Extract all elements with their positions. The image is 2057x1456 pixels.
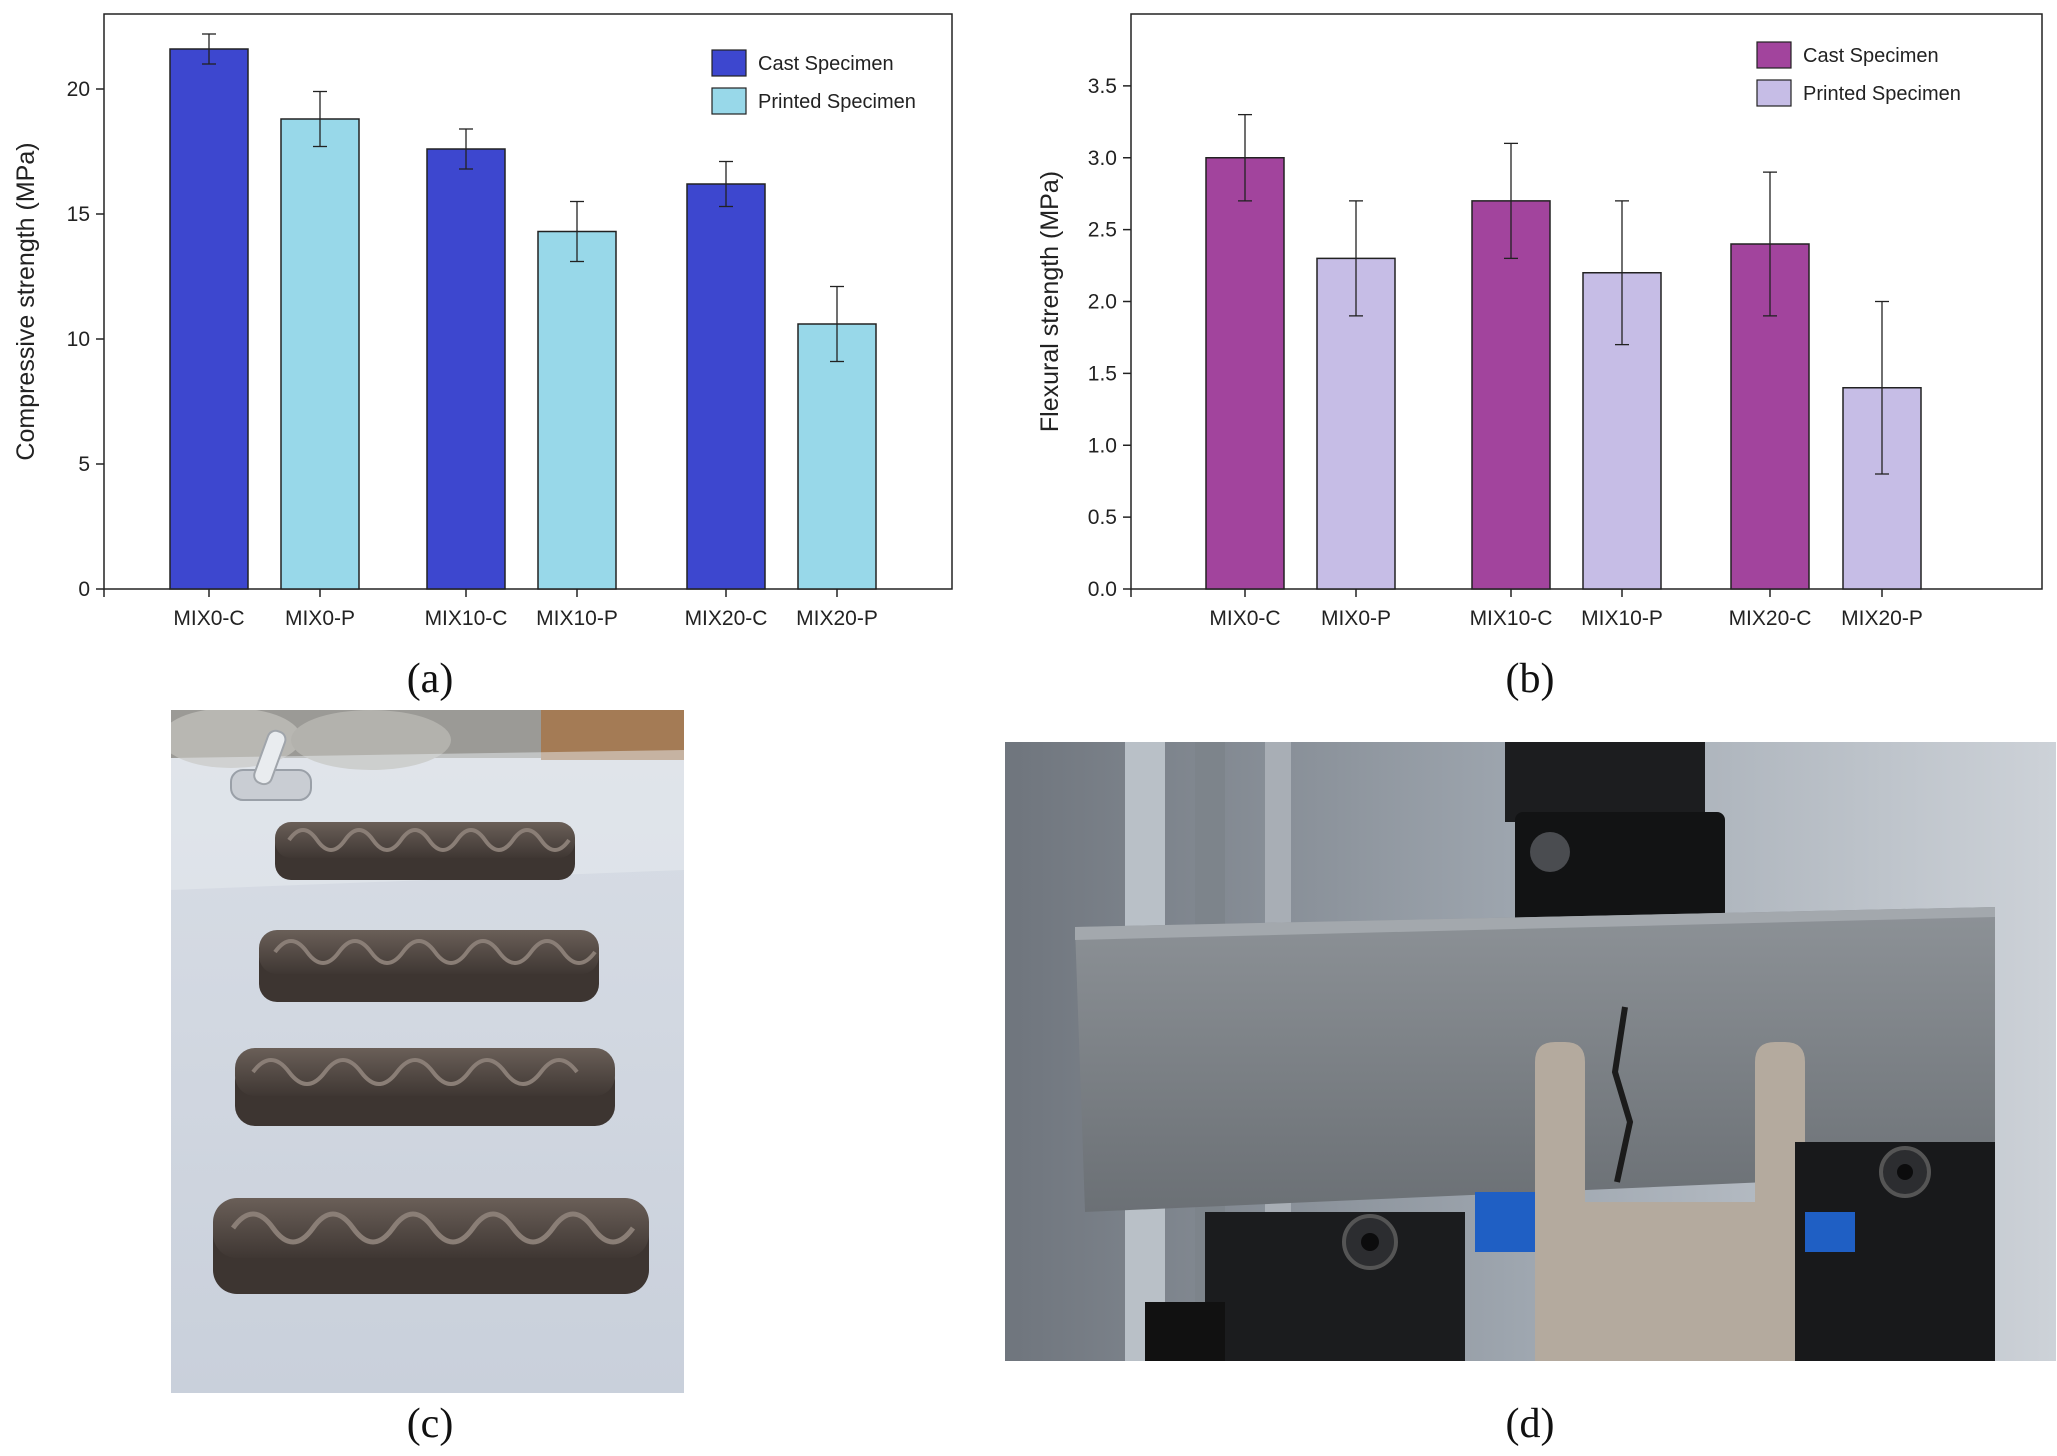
- y-tick-label-b: 0.0: [1088, 578, 1117, 601]
- panel-label-c: (c): [406, 1401, 454, 1447]
- y-tick-label-b: 1.5: [1088, 362, 1117, 385]
- y-tick-label-b: 3.0: [1088, 147, 1117, 170]
- x-tick-label-a: MIX10-C: [425, 607, 508, 630]
- legend-label-b: Printed Specimen: [1803, 83, 1961, 105]
- bar-a-mix20-c: [686, 183, 766, 590]
- y-tick-label-b: 1.0: [1088, 434, 1117, 457]
- legend-swatch-a: [711, 87, 747, 115]
- legend-label-b: Cast Specimen: [1803, 45, 1939, 67]
- legend-swatch-b: [1756, 41, 1792, 69]
- x-tick-label-a: MIX0-C: [173, 607, 244, 630]
- y-tick-label-b: 3.5: [1088, 75, 1117, 98]
- x-tick-label-b: MIX0-P: [1321, 607, 1391, 630]
- y-tick-label-a: 0: [78, 578, 90, 601]
- y-axis-label-a: Compressive strength (MPa): [12, 142, 40, 460]
- y-tick-label-b: 2.0: [1088, 291, 1117, 314]
- x-tick-label-b: MIX20-C: [1729, 607, 1812, 630]
- y-tick-label-a: 20: [67, 78, 90, 101]
- y-tick-label-b: 2.5: [1088, 219, 1117, 242]
- x-tick-label-a: MIX10-P: [536, 607, 618, 630]
- y-tick-label-a: 15: [67, 203, 90, 226]
- flexural-test-photo: [1005, 742, 2056, 1361]
- x-tick-label-b: MIX10-C: [1470, 607, 1553, 630]
- legend-label-a: Printed Specimen: [758, 91, 916, 113]
- y-tick-label-a: 10: [67, 328, 90, 351]
- y-tick-label-b: 0.5: [1088, 506, 1117, 529]
- plot-frame-a: [103, 13, 953, 590]
- x-tick-label-a: MIX20-C: [685, 607, 768, 630]
- printed-specimens-photo: [171, 710, 684, 1393]
- panel-label-d: (d): [1505, 1401, 1555, 1447]
- x-tick-label-b: MIX0-C: [1209, 607, 1280, 630]
- bar-b-mix0-c: [1205, 157, 1285, 590]
- x-tick-label-b: MIX20-P: [1841, 607, 1923, 630]
- bar-a-mix0-c: [169, 48, 249, 590]
- bar-a-mix10-p: [537, 230, 617, 590]
- x-tick-label-b: MIX10-P: [1581, 607, 1663, 630]
- bar-a-mix0-p: [280, 118, 360, 590]
- bar-a-mix20-p: [797, 323, 877, 590]
- legend-swatch-b: [1756, 79, 1792, 107]
- panel-label-b: (b): [1505, 656, 1555, 702]
- bar-b-mix10-c: [1471, 200, 1551, 590]
- y-axis-label-b: Flexural strength (MPa): [1036, 171, 1064, 432]
- panel-label-a: (a): [406, 656, 454, 702]
- bar-a-mix10-c: [426, 148, 506, 590]
- x-tick-label-a: MIX0-P: [285, 607, 355, 630]
- legend-swatch-a: [711, 49, 747, 77]
- y-tick-label-a: 5: [78, 453, 90, 476]
- x-tick-label-a: MIX20-P: [796, 607, 878, 630]
- legend-label-a: Cast Specimen: [758, 53, 894, 75]
